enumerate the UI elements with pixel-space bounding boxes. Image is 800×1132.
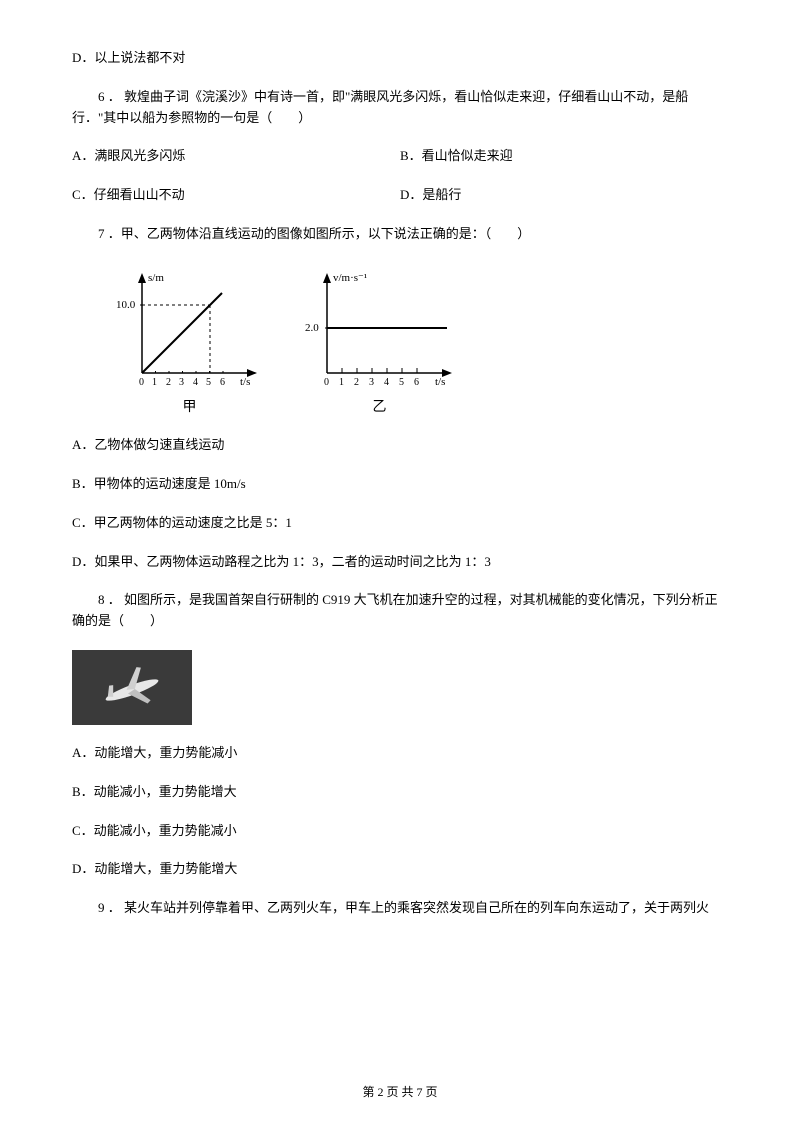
svg-text:3: 3 xyxy=(179,377,184,388)
page-footer: 第 2 页 共 7 页 xyxy=(0,1083,800,1102)
g2-ylabel: v/m·s⁻¹ xyxy=(333,272,367,284)
graph-svg-jia: s/m 10.0 0 1 2 3 4 5 6 t/s xyxy=(112,263,267,393)
q7-option-b: B．甲物体的运动速度是 10m/s xyxy=(72,474,728,495)
g2-xlabel: t/s xyxy=(435,376,445,388)
question-6: 6 ． 敦煌曲子词《浣溪沙》中有诗一首，即"满眼风光多闪烁，看山恰似走来迎，仔细… xyxy=(72,87,728,129)
q7-option-d: D．如果甲、乙两物体运动路程之比为 1：3，二者的运动时间之比为 1：3 xyxy=(72,552,728,573)
graph-svg-yi: v/m·s⁻¹ 2.0 0 1 2 3 4 5 6 t/s xyxy=(297,263,462,393)
q6-option-c: C．仔细看山山不动 xyxy=(72,185,400,206)
graph-label-yi: 乙 xyxy=(373,397,387,419)
q8-option-d: D．动能增大，重力势能增大 xyxy=(72,859,728,880)
q6-option-b: B．看山恰似走来迎 xyxy=(400,146,728,167)
q7-option-a: A．乙物体做匀速直线运动 xyxy=(72,435,728,456)
q7-option-c: C．甲乙两物体的运动速度之比是 5：1 xyxy=(72,513,728,534)
q6-option-a: A．满眼风光多闪烁 xyxy=(72,146,400,167)
svg-text:5: 5 xyxy=(206,377,211,388)
svg-text:4: 4 xyxy=(193,377,198,388)
option-d: D．以上说法都不对 xyxy=(72,48,728,69)
svg-text:2: 2 xyxy=(354,377,359,388)
question-8: 8 ． 如图所示，是我国首架自行研制的 C919 大飞机在加速升空的过程，对其机… xyxy=(72,590,728,632)
graph-yi: v/m·s⁻¹ 2.0 0 1 2 3 4 5 6 t/s 乙 xyxy=(297,263,462,419)
graph-jia: s/m 10.0 0 1 2 3 4 5 6 t/s 甲 xyxy=(112,263,267,419)
svg-text:1: 1 xyxy=(152,377,157,388)
plane-image xyxy=(72,650,728,725)
g1-xlabel: t/s xyxy=(240,376,250,388)
question-7: 7 ．甲、乙两物体沿直线运动的图像如图所示，以下说法正确的是：（ ） xyxy=(72,224,728,245)
svg-text:4: 4 xyxy=(384,377,389,388)
g2-yvalue: 2.0 xyxy=(305,322,319,334)
question-9: 9 ． 某火车站并列停靠着甲、乙两列火车，甲车上的乘客突然发现自己所在的列车向东… xyxy=(72,898,728,919)
g1-ylabel: s/m xyxy=(148,272,164,284)
svg-text:5: 5 xyxy=(399,377,404,388)
svg-text:0: 0 xyxy=(139,377,144,388)
svg-text:2: 2 xyxy=(166,377,171,388)
svg-text:3: 3 xyxy=(369,377,374,388)
q8-option-c: C．动能减小，重力势能减小 xyxy=(72,821,728,842)
q8-option-a: A．动能增大，重力势能减小 xyxy=(72,743,728,764)
graph-label-jia: 甲 xyxy=(183,397,197,419)
q8-option-b: B．动能减小，重力势能增大 xyxy=(72,782,728,803)
graph-container: s/m 10.0 0 1 2 3 4 5 6 t/s 甲 xyxy=(112,263,728,419)
svg-text:6: 6 xyxy=(414,377,419,388)
svg-text:0: 0 xyxy=(324,377,329,388)
svg-text:6: 6 xyxy=(220,377,225,388)
svg-text:1: 1 xyxy=(339,377,344,388)
q6-option-d: D．是船行 xyxy=(400,185,728,206)
g1-yvalue: 10.0 xyxy=(116,299,136,311)
